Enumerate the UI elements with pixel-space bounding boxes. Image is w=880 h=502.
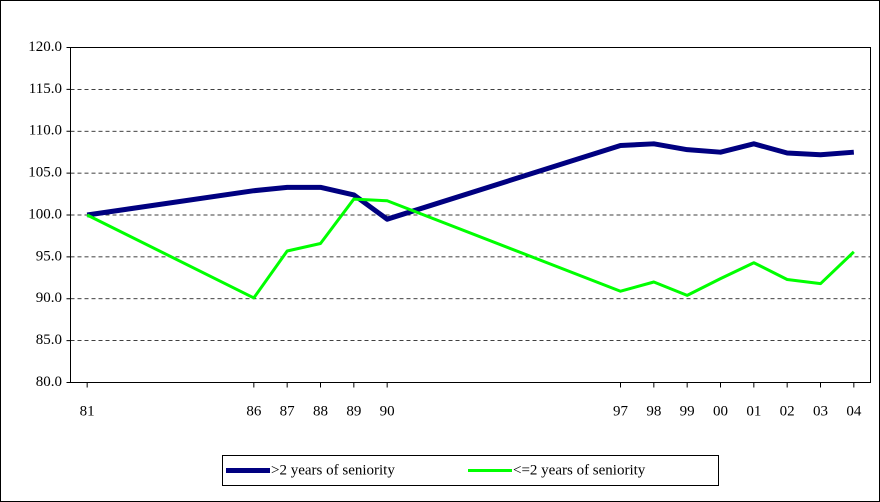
x-tick-label: 99	[680, 403, 695, 419]
y-tick-label: 80.0	[36, 374, 62, 390]
x-tick-label: 97	[613, 403, 629, 419]
y-tick-label: 100.0	[28, 206, 62, 222]
series-line	[86, 141, 855, 222]
x-tick-label: 90	[380, 403, 395, 419]
x-tick-label: 81	[80, 403, 95, 419]
y-tick-label: 120.0	[28, 39, 62, 55]
y-tick-label: 115.0	[29, 81, 62, 97]
x-tick-label: 89	[346, 403, 361, 419]
legend-label: <=2 years of seniority	[513, 462, 646, 478]
legend	[222, 455, 719, 486]
x-tick-label: 03	[813, 403, 828, 419]
y-tick-label: 85.0	[36, 332, 62, 348]
y-tick-label: 110.0	[29, 123, 62, 139]
legend-label: >2 years of seniority	[271, 462, 395, 478]
x-tick-label: 98	[646, 403, 661, 419]
y-tick-label: 90.0	[36, 290, 62, 306]
x-tick-label: 86	[246, 403, 262, 419]
x-tick-label: 01	[746, 403, 761, 419]
x-tick-label: 87	[280, 403, 296, 419]
series-line	[86, 197, 855, 300]
x-tick-label: 04	[846, 403, 862, 419]
x-tick-label: 88	[313, 403, 328, 419]
x-tick-label: 02	[780, 403, 795, 419]
x-tick-label: 00	[713, 403, 728, 419]
y-tick-label: 95.0	[36, 248, 62, 264]
y-tick-label: 105.0	[28, 165, 62, 181]
